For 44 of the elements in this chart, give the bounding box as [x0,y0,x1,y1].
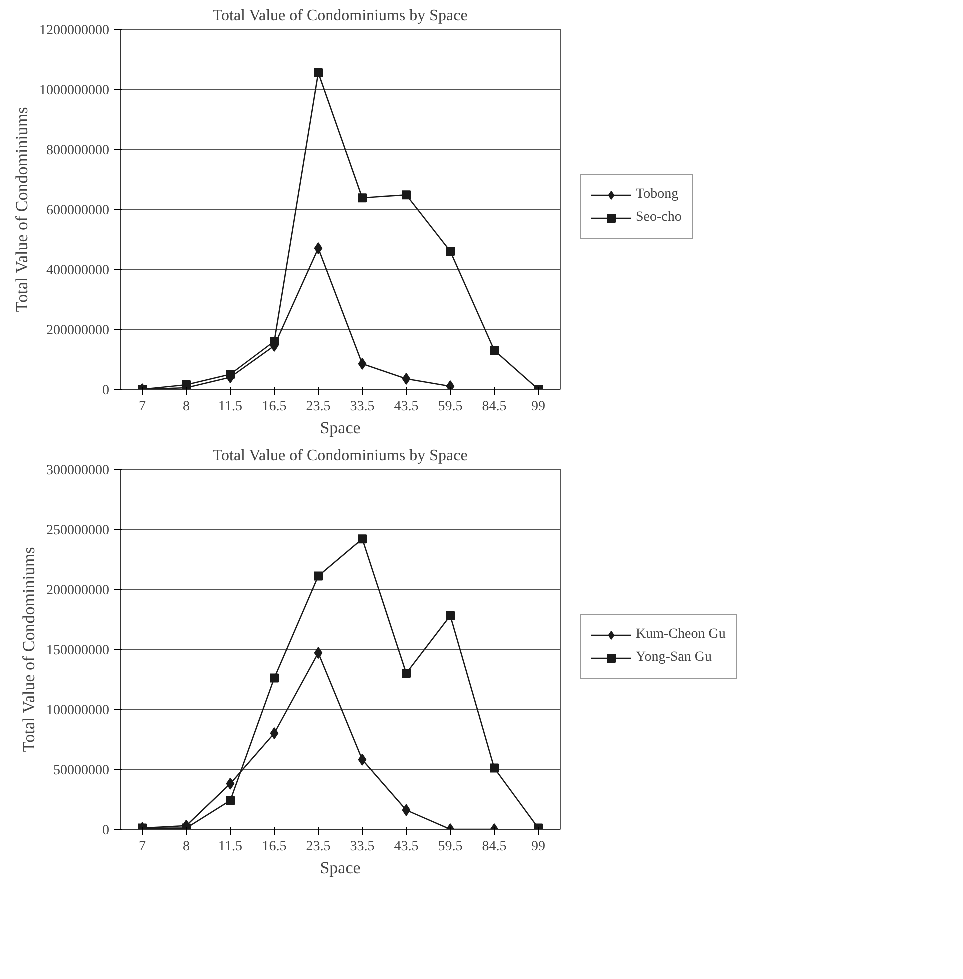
y-tick-label: 250000000 [46,524,110,538]
y-tick-label: 600000000 [46,204,110,218]
x-tick-label: 16.5 [262,400,287,414]
y-tick-label: 100000000 [46,704,110,718]
x-tick-label: 11.5 [218,400,242,414]
x-tick-label: 11.5 [218,840,242,854]
y-tick-label: 1200000000 [40,24,110,38]
legend-label: Tobong [636,187,679,203]
y-tick-label: 200000000 [46,584,110,598]
y-tick-label: 0 [102,384,110,398]
x-tick-label: 84.5 [482,840,507,854]
x-tick-label: 7 [139,400,146,414]
x-tick-label: 99 [532,400,546,414]
x-axis-title: Space [320,858,361,878]
x-axis-title: Space [320,418,361,438]
y-tick-label: 200000000 [46,324,110,338]
y-tick-label: 800000000 [46,144,110,158]
y-tick-label: 0 [102,824,110,838]
y-tick-label: 150000000 [46,644,110,658]
y-tick-label: 1000000000 [40,84,110,98]
legend-label: Yong-San Gu [636,650,712,666]
chart-title: Total Value of Condominiums by Space [212,8,468,24]
legend-label: Kum-Cheon Gu [636,627,726,643]
y-axis-title: Total Value of Condominiums [12,107,32,312]
x-tick-label: 33.5 [350,840,375,854]
x-tick-label: 8 [183,400,190,414]
x-tick-label: 99 [532,840,546,854]
x-tick-label: 23.5 [306,840,331,854]
y-axis-title: Total Value of Condominiums [20,547,38,752]
x-tick-label: 84.5 [482,400,507,414]
x-tick-label: 8 [183,840,190,854]
y-tick-label: 50000000 [54,764,110,778]
x-tick-label: 43.5 [394,840,419,854]
x-tick-label: 7 [139,840,146,854]
x-tick-label: 59.5 [438,400,463,414]
y-tick-label: 300000000 [46,464,110,478]
x-tick-label: 16.5 [262,840,287,854]
x-tick-label: 43.5 [394,400,419,414]
x-tick-label: 33.5 [350,400,375,414]
chart-title: Total Value of Condominiums by Space [212,448,468,464]
legend-label: Seo-cho [636,210,682,226]
x-tick-label: 59.5 [438,840,463,854]
x-tick-label: 23.5 [306,400,331,414]
y-tick-label: 400000000 [46,264,110,278]
